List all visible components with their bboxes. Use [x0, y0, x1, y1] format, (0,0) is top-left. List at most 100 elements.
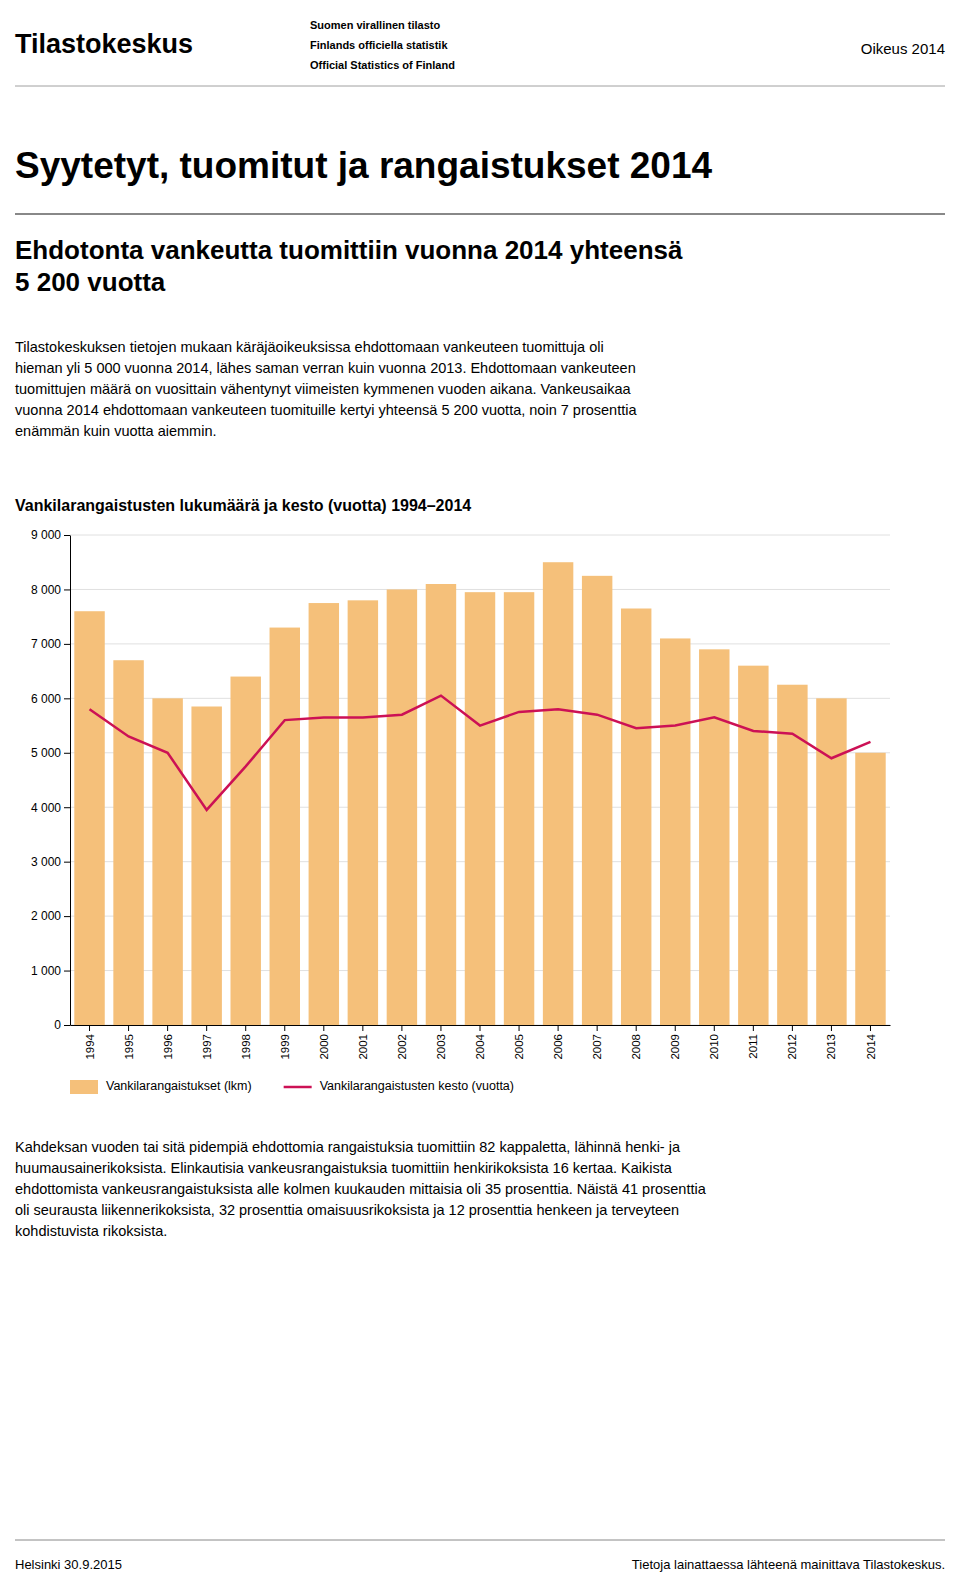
y-tick-label: 0	[54, 1018, 61, 1032]
y-tick: 3 000	[31, 855, 70, 869]
x-tick-mark	[597, 1025, 598, 1031]
x-tick-mark	[792, 1025, 793, 1031]
x-tick-label: 2014	[865, 1033, 877, 1059]
y-tick: 0	[54, 1018, 70, 1032]
header-line: Finlands officiella statistik	[310, 39, 448, 51]
x-tick: 1999	[279, 1025, 291, 1060]
y-tick-label: 6 000	[31, 692, 61, 706]
x-tick-label: 2012	[786, 1034, 798, 1060]
bar	[777, 685, 807, 1025]
x-tick: 1994	[84, 1025, 96, 1060]
y-tick-mark	[64, 807, 70, 808]
x-tick: 2009	[669, 1025, 681, 1060]
header-title: Tilastokeskus	[15, 29, 193, 59]
legend: Vankilarangaistukset (lkm)Vankilarangais…	[70, 1079, 514, 1094]
x-tick: 1997	[201, 1025, 213, 1060]
y-tick-label: 7 000	[31, 637, 61, 651]
bar	[621, 609, 651, 1026]
grid	[70, 535, 890, 1025]
x-tick-label: 2000	[318, 1034, 330, 1060]
x-tick-mark	[323, 1025, 324, 1031]
x-tick: 2010	[708, 1025, 720, 1060]
x-axis: 1994199519961997199819992000200120022003…	[71, 1025, 891, 1060]
bar	[699, 649, 729, 1025]
x-tick: 1995	[123, 1025, 135, 1060]
bar	[191, 707, 221, 1026]
y-tick-label: 4 000	[31, 801, 61, 815]
y-tick-mark	[64, 644, 70, 645]
x-tick: 2011	[747, 1025, 759, 1059]
chart-title: Vankilarangaistusten lukumäärä ja kesto …	[15, 497, 471, 514]
x-tick: 2004	[474, 1025, 486, 1060]
x-tick: 2002	[396, 1025, 408, 1060]
separator	[15, 213, 945, 215]
x-tick: 2012	[786, 1025, 798, 1060]
x-tick-label: 2002	[396, 1034, 408, 1060]
x-tick: 2014	[865, 1025, 877, 1060]
bar-series	[74, 562, 885, 1025]
x-tick-label: 2001	[357, 1034, 369, 1060]
x-tick-label: 2013	[825, 1034, 837, 1060]
x-tick-label: 1999	[279, 1034, 291, 1060]
bar	[113, 660, 143, 1025]
x-tick-label: 1994	[84, 1033, 96, 1059]
x-tick-mark	[714, 1025, 715, 1031]
y-tick-label: 8 000	[31, 583, 61, 597]
legend-swatch	[70, 1080, 98, 1094]
y-axis-line	[70, 536, 71, 1026]
y-tick-mark	[64, 971, 70, 972]
separator	[15, 86, 945, 87]
y-tick-mark	[64, 862, 70, 863]
x-tick-label: 2008	[630, 1034, 642, 1060]
x-tick-mark	[284, 1025, 285, 1031]
bar	[504, 592, 534, 1025]
legend-label: Vankilarangaistusten kesto (vuotta)	[320, 1079, 514, 1093]
y-tick: 4 000	[31, 801, 70, 815]
x-tick-mark	[245, 1025, 246, 1031]
bar	[855, 753, 885, 1025]
y-tick-label: 3 000	[31, 855, 61, 869]
header-line: Official Statistics of Finland	[310, 59, 455, 71]
x-tick-label: 1997	[201, 1034, 213, 1060]
separator	[15, 1540, 945, 1541]
bar	[582, 576, 612, 1025]
x-tick-mark	[362, 1025, 363, 1031]
x-tick-mark	[519, 1025, 520, 1031]
y-tick-mark	[64, 589, 70, 590]
y-tick: 7 000	[31, 637, 70, 651]
footer-left: Helsinki 30.9.2015	[15, 1557, 122, 1572]
x-tick-mark	[401, 1025, 402, 1031]
legend-item: Vankilarangaistusten kesto (vuotta)	[284, 1079, 514, 1093]
x-tick-mark	[636, 1025, 637, 1031]
body-text: Kahdeksan vuoden tai sitä pidempiä ehdot…	[15, 1139, 707, 1239]
x-tick-label: 1995	[123, 1034, 135, 1060]
x-tick-label: 2010	[708, 1034, 720, 1060]
x-tick-mark	[480, 1025, 481, 1031]
bar	[543, 562, 573, 1025]
body-text: Tilastokeskuksen tietojen mukaan käräjäo…	[15, 339, 637, 439]
bar	[816, 698, 846, 1025]
bar	[738, 666, 768, 1025]
x-tick-label: 2003	[435, 1034, 447, 1060]
legend-swatch	[284, 1086, 312, 1089]
y-tick-mark	[64, 535, 70, 536]
grid-line	[70, 589, 890, 590]
x-tick: 2006	[552, 1025, 564, 1060]
bar	[465, 592, 495, 1025]
y-tick: 5 000	[31, 746, 70, 760]
y-tick-label: 5 000	[31, 746, 61, 760]
bar	[309, 603, 339, 1025]
bar	[230, 677, 260, 1025]
x-tick-mark	[558, 1025, 559, 1031]
x-tick: 2007	[591, 1025, 603, 1060]
page-title: Syytetyt, tuomitut ja rangaistukset 2014	[15, 145, 712, 186]
x-tick: 1998	[240, 1025, 252, 1060]
bar	[270, 628, 300, 1025]
x-tick-mark	[206, 1025, 207, 1031]
bar	[74, 611, 104, 1025]
x-tick: 2003	[435, 1025, 447, 1060]
bar	[387, 589, 417, 1025]
bar	[426, 584, 456, 1025]
y-tick: 1 000	[31, 964, 70, 978]
bar	[348, 600, 378, 1025]
